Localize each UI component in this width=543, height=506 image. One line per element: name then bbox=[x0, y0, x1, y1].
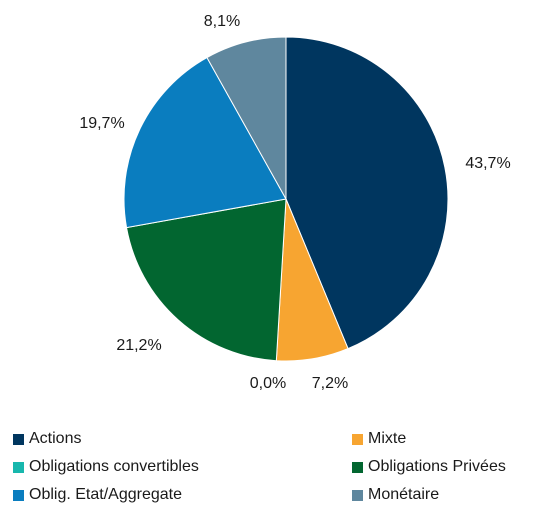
slice-label-obligations-convertibles: 0,0% bbox=[250, 375, 286, 392]
legend-label-monetaire: Monétaire bbox=[368, 486, 440, 503]
legend-label-obligations-convertibles: Obligations convertibles bbox=[29, 458, 199, 475]
slice-label-oblig-etat-aggregate: 19,7% bbox=[79, 115, 124, 132]
legend-swatch-obligations-privees bbox=[352, 461, 363, 473]
legend-swatch-oblig-etat-aggregate bbox=[13, 489, 24, 501]
legend-label-mixte: Mixte bbox=[368, 430, 407, 447]
legend-label-actions: Actions bbox=[29, 430, 82, 447]
pie-chart: 43,7% 7,2% 0,0% 21,2% 19,7% 8,1% bbox=[79, 13, 510, 392]
slice-label-obligations-privees: 21,2% bbox=[116, 337, 161, 354]
legend-swatch-obligations-convertibles bbox=[13, 461, 24, 473]
pie-slice-actions bbox=[285, 36, 449, 350]
legend-label-obligations-privees: Obligations Privées bbox=[368, 458, 506, 475]
slice-label-monetaire: 8,1% bbox=[204, 13, 240, 30]
legend-swatch-mixte bbox=[352, 433, 363, 445]
legend-swatch-monetaire bbox=[352, 489, 363, 501]
legend-swatch-actions bbox=[13, 433, 24, 445]
legend-item-monetaire: Monétaire bbox=[352, 484, 439, 506]
legend-item-obligations-privees: Obligations Privées bbox=[352, 456, 506, 478]
legend-item-obligations-convertibles: Obligations convertibles bbox=[13, 456, 199, 478]
legend: Actions Mixte Obligations convertibles O… bbox=[0, 428, 543, 504]
pie-slices bbox=[123, 36, 449, 362]
legend-item-oblig-etat-aggregate: Oblig. Etat/Aggregate bbox=[13, 484, 182, 506]
legend-item-mixte: Mixte bbox=[352, 428, 406, 450]
pie-slice-monetaire bbox=[206, 36, 287, 201]
legend-item-actions: Actions bbox=[13, 428, 81, 450]
pie-labels: 43,7% 7,2% 0,0% 21,2% 19,7% 8,1% bbox=[79, 13, 510, 392]
pie-slice-obligations-privees bbox=[125, 198, 287, 362]
slice-label-actions: 43,7% bbox=[465, 155, 510, 172]
pie-slice-oblig-etat-aggregate bbox=[123, 56, 287, 229]
slice-label-mixte: 7,2% bbox=[312, 375, 348, 392]
legend-label-oblig-etat-aggregate: Oblig. Etat/Aggregate bbox=[29, 486, 182, 503]
